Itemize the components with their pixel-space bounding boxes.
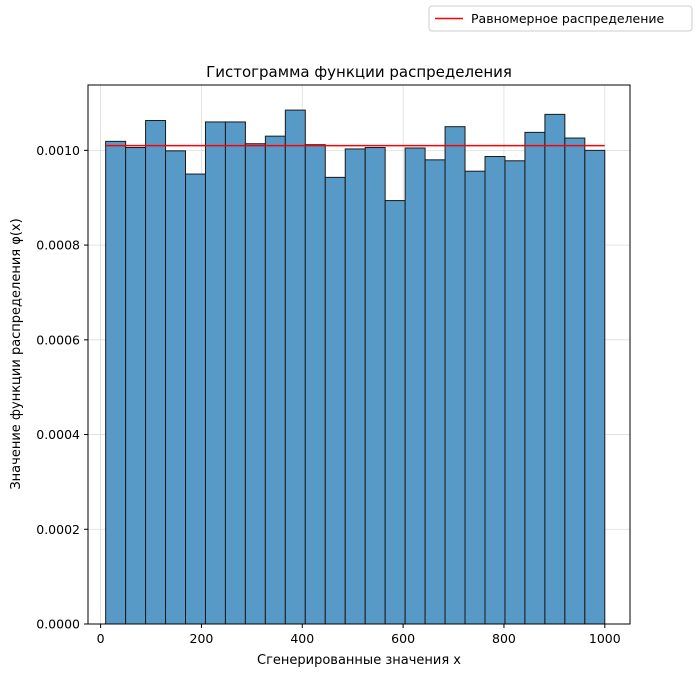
x-tick-label: 0 bbox=[97, 631, 105, 646]
x-axis-ticks: 0 200 400 600 800 1000 bbox=[97, 624, 621, 646]
histogram-bar bbox=[284, 109, 306, 625]
histogram-bar bbox=[564, 137, 586, 625]
histogram-bar bbox=[244, 143, 266, 625]
legend: Равномерное распределение bbox=[428, 5, 693, 32]
y-tick-label: 0.0006 bbox=[36, 332, 80, 347]
histogram-bar bbox=[224, 121, 246, 625]
plot-frame bbox=[87, 84, 631, 625]
histogram-bar bbox=[424, 159, 446, 625]
histogram-bar bbox=[444, 126, 466, 625]
x-tick-label: 200 bbox=[190, 631, 214, 646]
histogram-bar bbox=[404, 147, 426, 625]
histogram-bar bbox=[304, 144, 326, 625]
histogram-bar bbox=[324, 176, 346, 625]
y-tick-label: 0.0002 bbox=[36, 522, 80, 537]
legend-box bbox=[428, 5, 693, 32]
histogram-bars bbox=[105, 109, 606, 625]
x-tick-label: 1000 bbox=[589, 631, 621, 646]
y-tick-label: 0.0008 bbox=[36, 238, 80, 253]
histogram-bar bbox=[484, 156, 506, 625]
x-tick-label: 400 bbox=[290, 631, 314, 646]
y-tick-label: 0.0004 bbox=[36, 427, 80, 442]
histogram-bar bbox=[364, 147, 386, 625]
chart-title: Гистограмма функции распределения bbox=[206, 63, 512, 81]
histogram-bar bbox=[264, 135, 286, 625]
legend-label: Равномерное распределение bbox=[471, 11, 664, 26]
histogram-bar bbox=[544, 113, 566, 625]
histogram-bar bbox=[145, 120, 167, 625]
histogram-bar bbox=[344, 148, 366, 625]
histogram-bar bbox=[125, 147, 147, 625]
y-axis-ticks: 0.0000 0.0002 0.0004 0.0006 0.0008 0.0010 bbox=[36, 143, 88, 632]
histogram-bar bbox=[384, 200, 406, 625]
y-axis-label: Значение функции распределения φ(x) bbox=[9, 218, 24, 489]
x-tick-label: 800 bbox=[492, 631, 516, 646]
histogram-bar bbox=[504, 160, 526, 625]
histogram-bar bbox=[204, 121, 226, 625]
histogram-bar bbox=[165, 150, 187, 625]
y-tick-label: 0.0010 bbox=[36, 143, 80, 158]
histogram-bar bbox=[524, 131, 546, 625]
x-tick-label: 600 bbox=[391, 631, 415, 646]
y-tick-label: 0.0000 bbox=[36, 617, 80, 632]
histogram-bar bbox=[185, 173, 206, 625]
histogram-bar bbox=[464, 170, 486, 625]
histogram-bar bbox=[105, 140, 127, 625]
x-axis-label: Сгенерированные значения x bbox=[257, 653, 461, 668]
histogram-bar bbox=[584, 149, 606, 625]
